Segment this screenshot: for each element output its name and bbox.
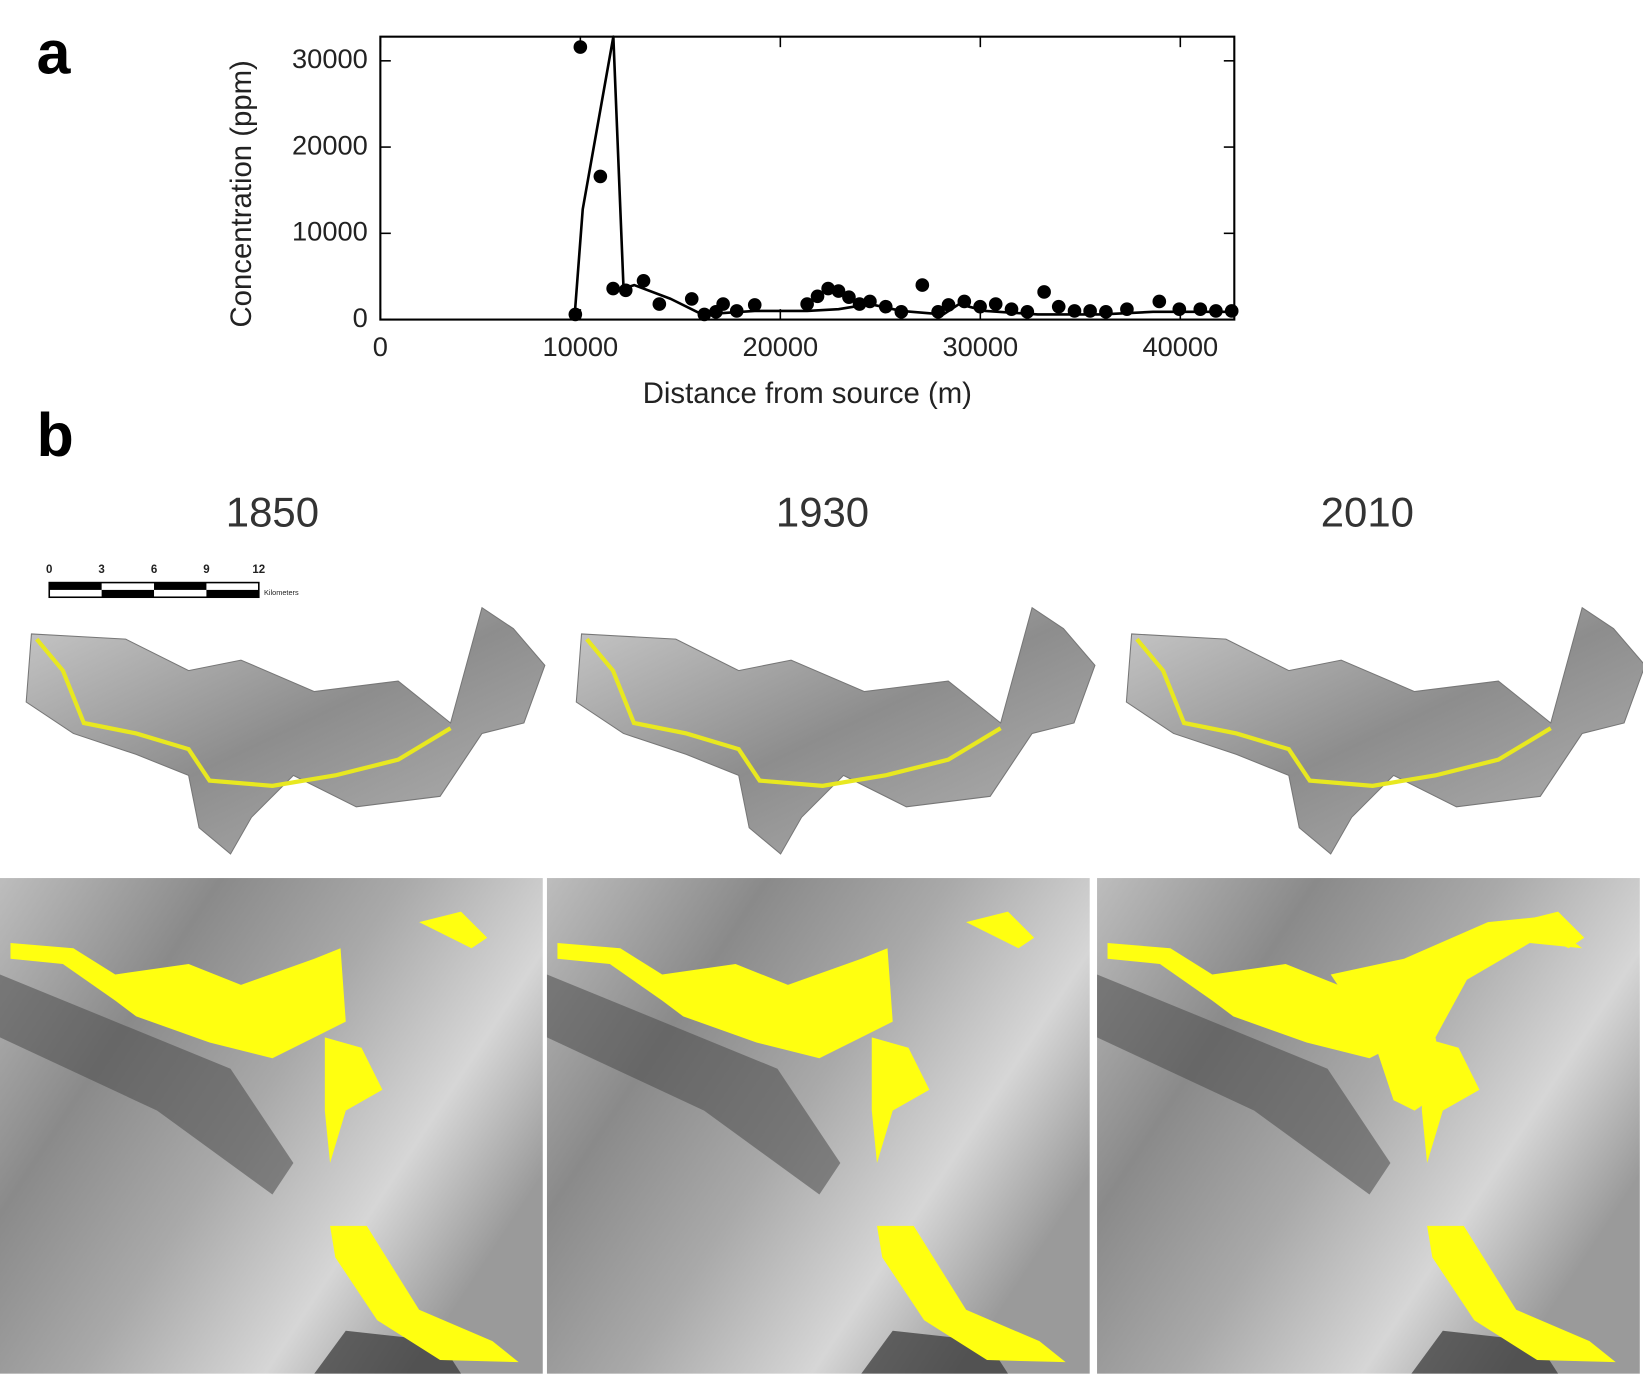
data-point [606,281,620,296]
x-tick-label: 20000 [742,331,818,362]
data-point [716,297,730,311]
data-point [831,284,846,298]
zoom-map [0,878,543,1374]
x-tick-label: 30000 [942,331,1018,362]
basin-map [576,608,1095,854]
data-point [636,273,651,288]
data-point [573,40,588,54]
data-point [593,169,608,184]
x-tick-label: 0 [373,331,388,362]
scale-bar-labels: 0 3 6 9 12 Kilometers [46,564,299,597]
x-tick-label: 40000 [1142,331,1218,362]
data-point [1020,305,1035,319]
data-point [1037,285,1051,299]
scale-bar-tick: 3 [98,564,104,576]
basin-map [1126,608,1643,854]
model-line [573,35,1235,320]
data-point [988,297,1003,311]
y-tick-label: 20000 [292,129,368,160]
scale-bar-tick: 0 [46,564,52,576]
chart-a: a 0 10000 20000 30000 40000 0 10000 20000 30000 Di… [37,19,1239,410]
y-tick-label: 30000 [292,43,368,74]
data-point [1067,304,1082,318]
data-point [810,289,825,304]
y-tick-label: 10000 [292,216,368,247]
flood-extent [1330,916,1583,1111]
data-point [1193,302,1208,317]
y-tick-label: 0 [353,302,368,333]
zoom-map [1097,878,1640,1374]
scale-bar-tick: 6 [151,564,157,576]
y-axis-title: Concentration (ppm) [225,60,258,327]
scale-bar-unit: Kilometers [264,588,299,597]
year-labels: 1850 1930 2010 [226,489,1414,536]
scale-bar-tick: 12 [252,564,265,576]
data-point [1083,304,1097,318]
data-point [684,292,699,306]
data-point [842,290,856,304]
data-point [1099,305,1113,319]
data-point [915,278,930,292]
basin-map [26,608,545,854]
data-point [1172,302,1187,317]
data-point [821,281,835,296]
year-label: 1850 [226,489,319,536]
data-point [652,297,667,311]
data-point [1152,294,1167,309]
data-point [800,297,814,311]
data-point [1051,299,1066,314]
zoom-map [546,878,1090,1374]
plot-frame [379,35,1236,321]
year-label: 2010 [1321,489,1414,536]
scaled-figure: a 0 10000 20000 30000 40000 0 10000 20000 30000 Di… [0,19,1643,1374]
scale-bar [48,581,260,599]
year-label: 1930 [776,489,869,536]
panel-label: a [37,19,72,87]
scale-bar-tick: 9 [203,564,209,576]
data-point [747,298,762,312]
panel-label: b [37,401,74,469]
x-axis-title: Distance from source (m) [643,377,972,410]
x-tick-label: 10000 [542,331,618,362]
